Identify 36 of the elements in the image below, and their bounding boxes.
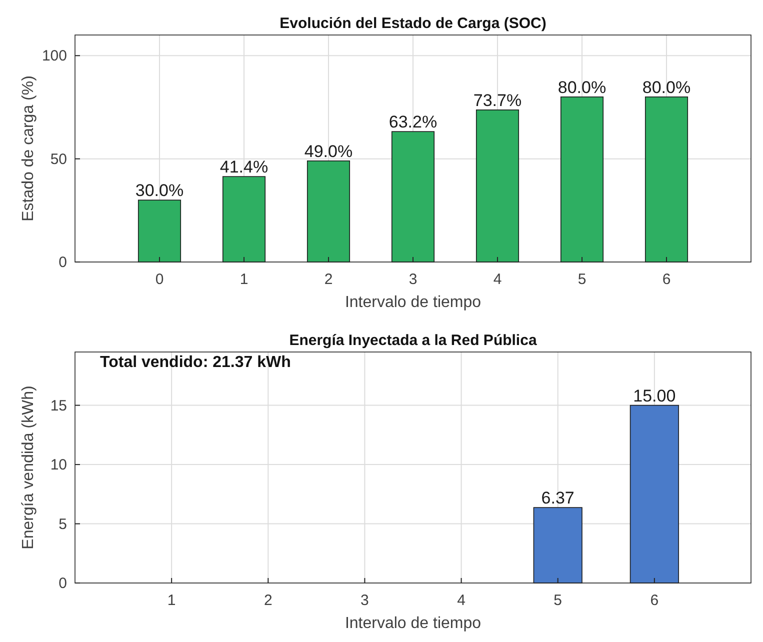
data-label: 41.4% — [220, 158, 268, 177]
y-axis-title: Estado de carga (%) — [20, 76, 37, 222]
chart-title: Evolución del Estado de Carga (SOC) — [280, 15, 546, 32]
chart-title: Energía Inyectada a la Red Pública — [289, 332, 538, 349]
x-tick-label: 1 — [167, 592, 176, 609]
x-axis-title: Intervalo de tiempo — [344, 615, 482, 632]
x-tick-label: 5 — [554, 592, 562, 609]
annotation: Total vendido: 21.37 kWh — [100, 354, 291, 371]
x-tick-label: 6 — [650, 592, 659, 609]
y-tick-label: 15 — [50, 397, 67, 414]
y-tick-label: 100 — [42, 48, 67, 65]
data-label: 73.7% — [473, 90, 522, 110]
y-tick-label: 10 — [50, 456, 67, 474]
x-tick-label: 4 — [457, 592, 466, 609]
x-tick-label: 3 — [408, 271, 418, 288]
data-label: 63.2% — [388, 112, 438, 132]
y-tick-label: 5 — [58, 516, 67, 533]
y-tick-label: 0 — [58, 575, 67, 592]
data-label: 80.0% — [558, 78, 606, 97]
y-axis-title: Energía vendida (kWh) — [20, 386, 37, 550]
data-label: 15.00 — [633, 386, 676, 406]
x-tick-label: 6 — [662, 271, 671, 288]
data-label: 80.0% — [642, 78, 691, 97]
x-tick-label: 4 — [493, 271, 502, 288]
x-tick-label: 3 — [360, 592, 369, 609]
x-tick-label: 5 — [578, 271, 586, 288]
y-tick-label: 50 — [50, 150, 67, 168]
x-tick-label: 0 — [155, 271, 164, 288]
x-tick-label: 2 — [324, 271, 333, 288]
data-label: 49.0% — [304, 142, 353, 161]
x-tick-label: 1 — [240, 271, 248, 288]
x-tick-label: 2 — [264, 592, 272, 609]
x-axis-title: Intervalo de tiempo — [344, 294, 482, 311]
y-tick-label: 0 — [58, 254, 67, 271]
data-label: 30.0% — [135, 181, 184, 200]
data-label: 6.37 — [541, 488, 574, 508]
